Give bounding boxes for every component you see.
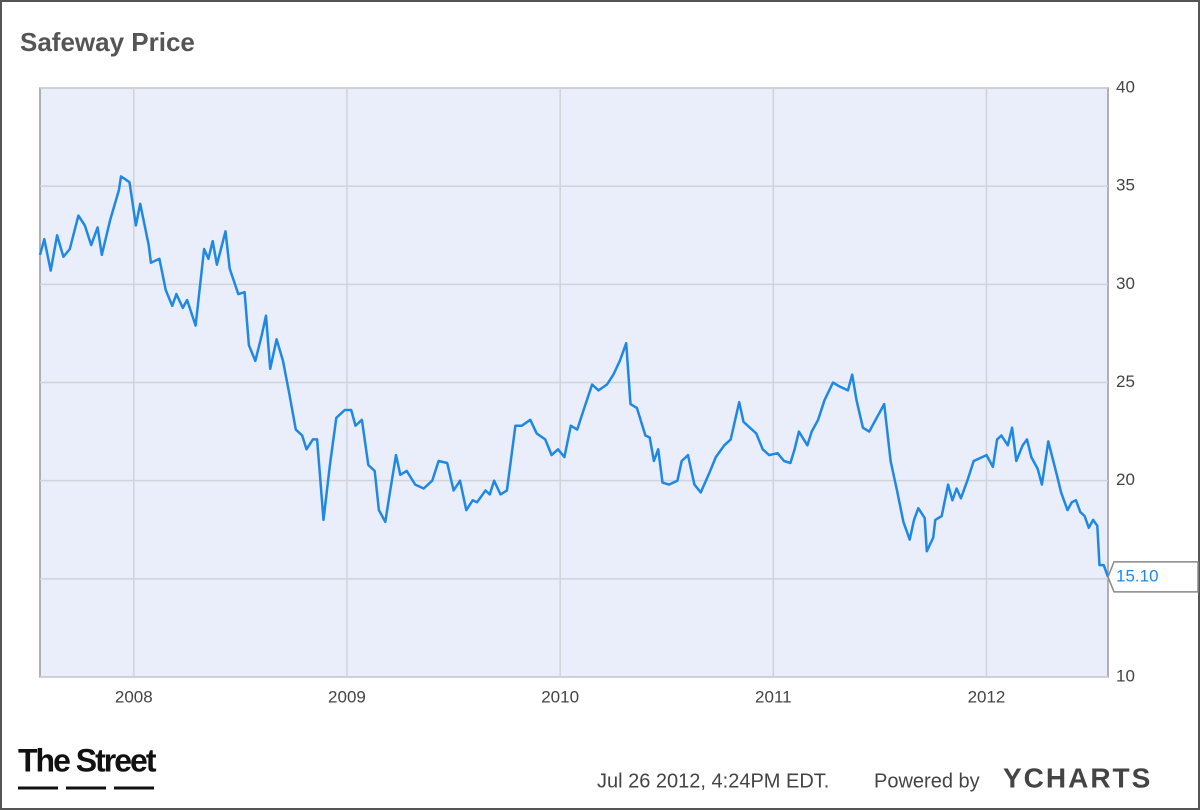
x-tick-label: 2010: [541, 687, 579, 706]
y-tick-label: 30: [1116, 274, 1135, 293]
series: 15.10: [38, 175, 1199, 593]
y-tick-label: 10: [1116, 666, 1135, 685]
y-tick-label: 25: [1116, 372, 1135, 391]
x-tick-label: 2011: [755, 687, 792, 706]
y-tick-label: 20: [1116, 470, 1135, 489]
last-value-label: 15.10: [1116, 566, 1159, 585]
x-tick-label: 2012: [968, 687, 1006, 706]
price-line: [38, 175, 1110, 578]
x-tick-label: 2008: [115, 687, 153, 706]
powered-by: Powered by: [874, 770, 980, 792]
x-tick-label: 2009: [328, 687, 366, 706]
y-tick-label: 35: [1116, 176, 1135, 195]
y-tick-label: 40: [1116, 77, 1135, 96]
last-value-box: [1107, 561, 1199, 593]
brand: YCHARTS: [1003, 762, 1152, 793]
chart-title: Safeway Price: [20, 27, 195, 57]
timestamp: Jul 26 2012, 4:24PM EDT.: [597, 770, 829, 792]
logo: The Street: [18, 742, 157, 778]
